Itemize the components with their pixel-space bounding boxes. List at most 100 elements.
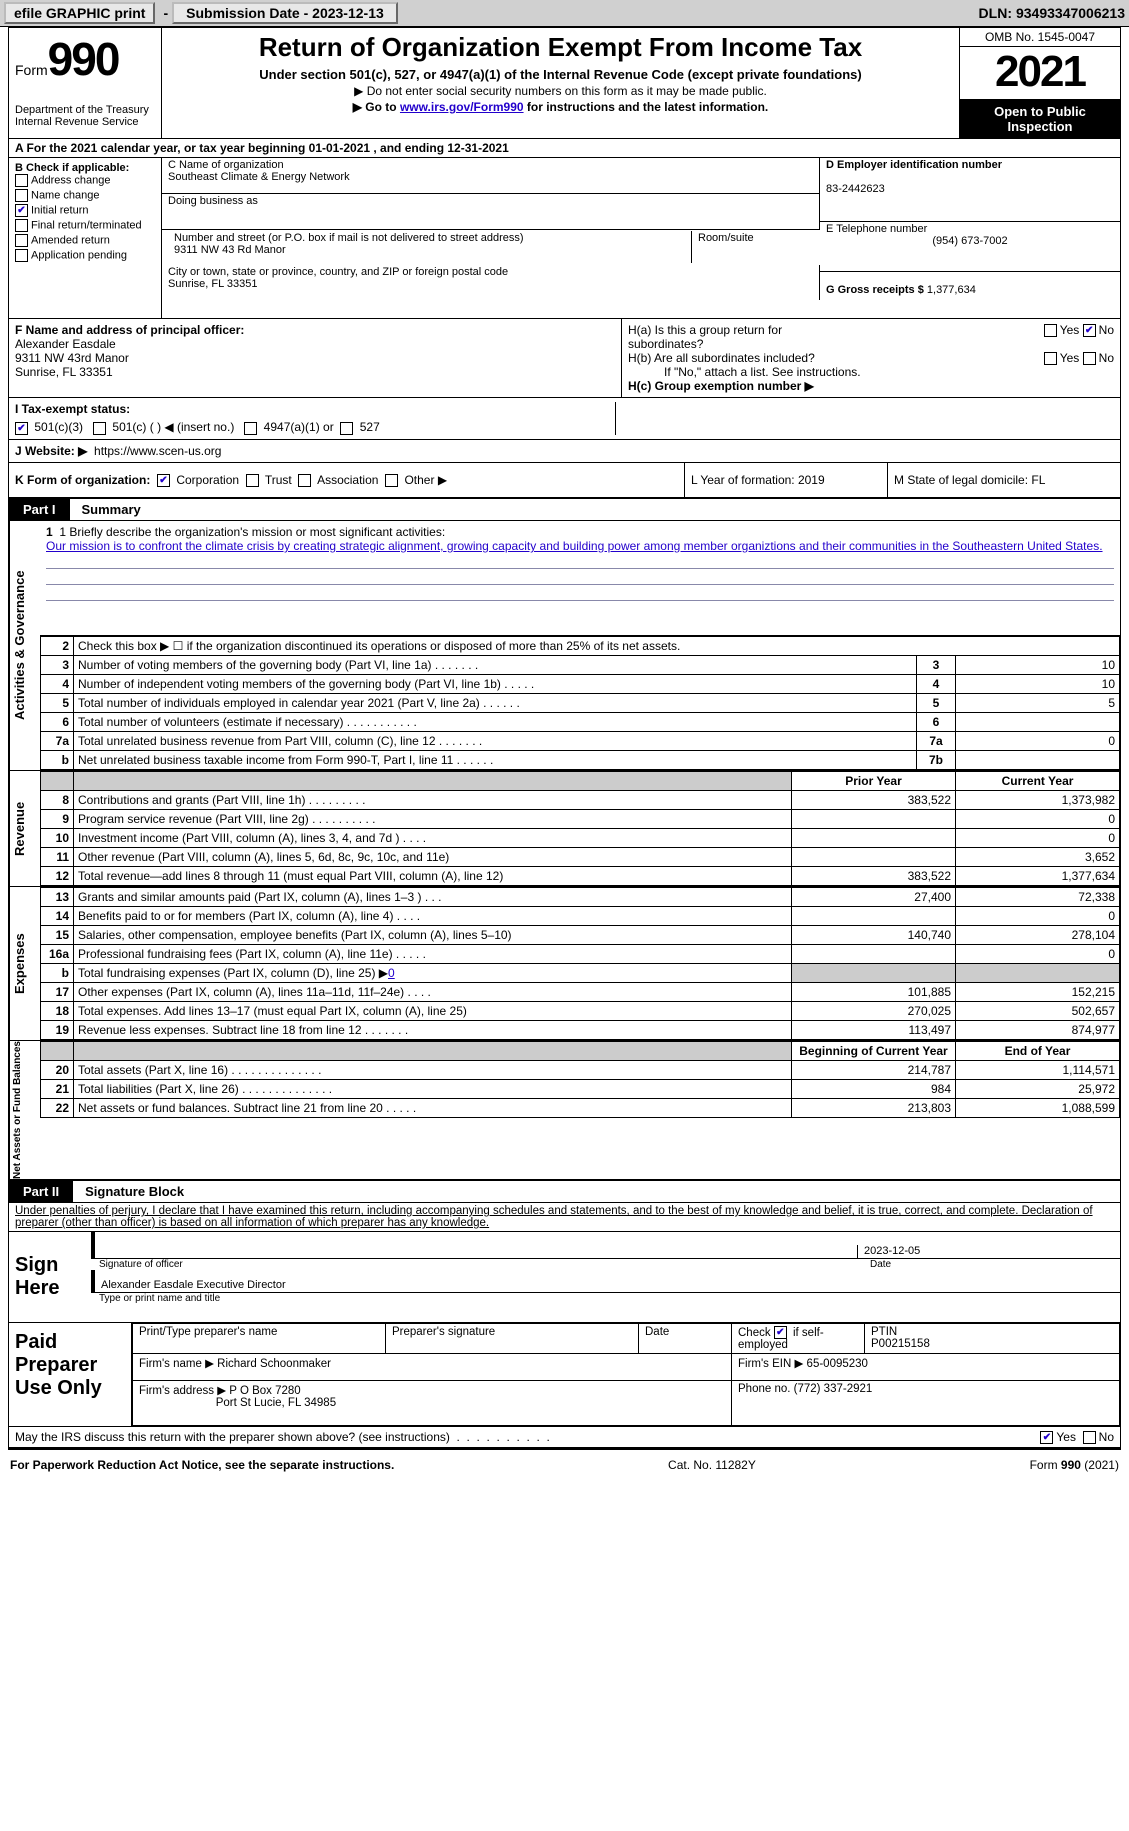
ha-yes[interactable] bbox=[1044, 324, 1057, 337]
form-word: Form bbox=[15, 62, 48, 78]
hdr-boy: Beginning of Current Year bbox=[792, 1041, 956, 1060]
p16a bbox=[792, 944, 956, 963]
ein-value: 83-2442623 bbox=[826, 183, 885, 195]
discuss-yes[interactable]: ✔ bbox=[1040, 1431, 1053, 1444]
no-label: No bbox=[1099, 323, 1114, 337]
label-amended: Amended return bbox=[31, 234, 110, 246]
b22: 213,803 bbox=[792, 1098, 956, 1117]
chk-501c3[interactable]: ✔ bbox=[15, 422, 28, 435]
tax-year: 2021 bbox=[960, 47, 1120, 100]
mission-text: Our mission is to confront the climate c… bbox=[46, 539, 1114, 553]
city-value: Sunrise, FL 33351 bbox=[168, 278, 257, 290]
row-19: Revenue less expenses. Subtract line 18 … bbox=[78, 1023, 362, 1037]
cell-phone: E Telephone number (954) 673-7002 bbox=[820, 222, 1120, 272]
e21: 25,972 bbox=[956, 1079, 1120, 1098]
officer-name-title: Alexander Easdale Executive Director bbox=[95, 1279, 292, 1292]
i-label: I Tax-exempt status: bbox=[15, 402, 130, 416]
k-label: K Form of organization: bbox=[15, 473, 150, 487]
checkbox-application[interactable] bbox=[15, 249, 28, 262]
officer-addr2: Sunrise, FL 33351 bbox=[15, 365, 113, 379]
hdr-current-year: Current Year bbox=[956, 771, 1120, 790]
part-2-header: Part II Signature Block bbox=[9, 1181, 1120, 1202]
efile-print-button[interactable]: efile GRAPHIC print bbox=[4, 2, 155, 24]
row-a-tax-year: A For the 2021 calendar year, or tax yea… bbox=[9, 139, 1120, 158]
sig-date: 2023-12-05 bbox=[857, 1245, 1120, 1258]
val-6 bbox=[956, 712, 1120, 731]
c17: 152,215 bbox=[956, 982, 1120, 1001]
checkbox-final[interactable] bbox=[15, 219, 28, 232]
mission-line-1 bbox=[46, 553, 1114, 569]
row-2: Check this box ▶ ☐ if the organization d… bbox=[74, 636, 1120, 655]
label-address-change: Address change bbox=[31, 174, 111, 186]
side-net-assets: Net Assets or Fund Balances bbox=[9, 1041, 40, 1179]
irs-link[interactable]: www.irs.gov/Form990 bbox=[400, 100, 524, 114]
footer-mid: Cat. No. 11282Y bbox=[668, 1458, 756, 1472]
efile-toolbar: efile GRAPHIC print - Submission Date - … bbox=[0, 0, 1129, 27]
expenses-section: Expenses 13Grants and similar amounts pa… bbox=[9, 887, 1120, 1041]
d-label: D Employer identification number bbox=[826, 159, 1002, 171]
row-16a: Professional fundraising fees (Part IX, … bbox=[78, 947, 393, 961]
part1-label: Part I bbox=[9, 499, 70, 520]
label-501c3: 501(c)(3) bbox=[34, 420, 83, 434]
chk-other[interactable] bbox=[385, 474, 398, 487]
p19: 113,497 bbox=[792, 1020, 956, 1039]
dept-treasury: Department of the Treasury bbox=[15, 104, 155, 116]
side-activities: Activities & Governance bbox=[9, 521, 40, 770]
chk-501c[interactable] bbox=[93, 422, 106, 435]
form-990-page: Form990 Department of the Treasury Inter… bbox=[8, 27, 1121, 1450]
sign-here-label: Sign Here bbox=[9, 1232, 91, 1322]
chk-corp[interactable]: ✔ bbox=[157, 474, 170, 487]
p12: 383,522 bbox=[792, 866, 956, 885]
header-middle: Return of Organization Exempt From Incom… bbox=[162, 28, 959, 138]
cell-ein: D Employer identification number 83-2442… bbox=[820, 158, 1120, 222]
c12: 1,377,634 bbox=[956, 866, 1120, 885]
hdr-prior-year: Prior Year bbox=[792, 771, 956, 790]
street-label: Number and street (or P.O. box if mail i… bbox=[174, 232, 524, 244]
checkbox-amended[interactable] bbox=[15, 234, 28, 247]
checkbox-name[interactable] bbox=[15, 189, 28, 202]
chk-527[interactable] bbox=[340, 422, 353, 435]
hb-yes[interactable] bbox=[1044, 352, 1057, 365]
hb-no[interactable] bbox=[1083, 352, 1096, 365]
label-trust: Trust bbox=[265, 473, 292, 487]
hdr-preparer-name: Print/Type preparer's name bbox=[133, 1324, 386, 1354]
dln-label: DLN: bbox=[979, 5, 1012, 21]
row-8: Contributions and grants (Part VIII, lin… bbox=[78, 793, 305, 807]
f-label: F Name and address of principal officer: bbox=[15, 323, 244, 337]
chk-self-employed[interactable]: Check ✔ if self-employed bbox=[738, 1327, 824, 1351]
c13: 72,338 bbox=[956, 887, 1120, 906]
form-subtitle-1: Under section 501(c), 527, or 4947(a)(1)… bbox=[170, 67, 951, 82]
val-4: 10 bbox=[956, 674, 1120, 693]
column-c: C Name of organization Southeast Climate… bbox=[162, 158, 820, 318]
label-application: Application pending bbox=[31, 249, 127, 261]
c15: 278,104 bbox=[956, 925, 1120, 944]
e-label: E Telephone number bbox=[826, 223, 927, 235]
row-22: Net assets or fund balances. Subtract li… bbox=[78, 1101, 383, 1115]
revenue-section: Revenue Prior YearCurrent Year 8Contribu… bbox=[9, 771, 1120, 887]
hc-label: H(c) Group exemption number ▶ bbox=[628, 379, 1114, 393]
row-10: Investment income (Part VIII, column (A)… bbox=[78, 831, 399, 845]
q1-text: 1 Briefly describe the organization's mi… bbox=[59, 525, 445, 539]
c10: 0 bbox=[956, 828, 1120, 847]
row-k-l-m: K Form of organization: ✔ Corporation Tr… bbox=[9, 463, 1120, 499]
chk-trust[interactable] bbox=[246, 474, 259, 487]
discuss-no[interactable] bbox=[1083, 1431, 1096, 1444]
p8: 383,522 bbox=[792, 790, 956, 809]
cell-gross: G Gross receipts $ 1,377,634 bbox=[820, 272, 1120, 318]
cell-dba: Doing business as bbox=[162, 194, 820, 230]
checkbox-initial[interactable]: ✔ bbox=[15, 204, 28, 217]
e20: 1,114,571 bbox=[956, 1060, 1120, 1079]
website-url[interactable]: https://www.scen-us.org bbox=[94, 444, 221, 458]
checkbox-address[interactable] bbox=[15, 174, 28, 187]
dln-value: 93493347006213 bbox=[1016, 5, 1125, 21]
label-name-change: Name change bbox=[31, 189, 100, 201]
ha-no[interactable]: ✔ bbox=[1083, 324, 1096, 337]
chk-assoc[interactable] bbox=[298, 474, 311, 487]
inspect-1: Open to Public bbox=[994, 104, 1086, 119]
e22: 1,088,599 bbox=[956, 1098, 1120, 1117]
row-11: Other revenue (Part VIII, column (A), li… bbox=[78, 850, 449, 864]
row-12: Total revenue—add lines 8 through 11 (mu… bbox=[78, 869, 503, 883]
header-left: Form990 Department of the Treasury Inter… bbox=[9, 28, 162, 138]
chk-4947[interactable] bbox=[244, 422, 257, 435]
sub3-pre: ▶ Go to bbox=[353, 100, 400, 114]
